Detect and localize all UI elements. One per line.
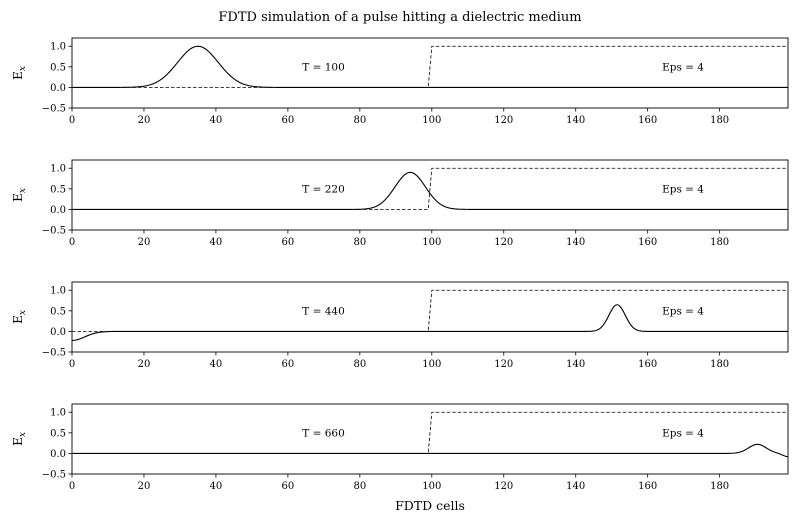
y-tick-label: −0.5 [42,470,66,481]
axes-frame [71,37,789,109]
x-tick-label: 120 [494,481,513,492]
x-tick-label: 0 [69,237,75,248]
dielectric-boundary-line [72,289,788,332]
x-tick-label: 180 [710,237,729,248]
dielectric-boundary-line [72,411,788,454]
permittivity-annotation: Eps = 4 [662,61,704,73]
permittivity-annotation: Eps = 4 [662,305,704,317]
axes-frame [71,281,789,353]
permittivity-annotation: Eps = 4 [662,427,704,439]
time-step-annotation: T = 660 [302,427,345,439]
x-tick-label: 140 [566,237,585,248]
y-tick-label: −0.5 [42,226,66,237]
y-tick-label: 0.5 [50,428,66,439]
y-axis-label: Ex [11,66,28,80]
field-ex-line [72,45,788,88]
y-tick-label: −0.5 [42,348,66,359]
x-tick-label: 20 [138,237,151,248]
subplot-4: 0 20 40 60 80 100 120 140 160 180 −0.5 0.0 0.5 1.0 T =… [11,403,789,492]
time-step-annotation: T = 100 [302,61,345,73]
x-tick-label: 160 [638,359,657,370]
y-tick-label: 0.5 [50,184,66,195]
x-tick-label: 140 [566,359,585,370]
field-ex-line [72,443,788,458]
x-tick-label: 20 [138,115,151,126]
x-tick-label: 180 [710,481,729,492]
x-tick-label: 40 [210,359,223,370]
dielectric-boundary-line [72,167,788,210]
subplot-2: 0 20 40 60 80 100 120 140 160 180 −0.5 0.0 0.5 1.0 T =… [11,159,789,248]
axes-frame [71,403,789,475]
subplot-1: 0 20 40 60 80 100 120 140 160 180 −0.5 0.0 0.5 1.0 T =… [11,37,789,126]
y-tick-label: 0.0 [50,205,66,216]
permittivity-annotation: Eps = 4 [662,183,704,195]
x-tick-label: 40 [210,115,223,126]
x-tick-label: 160 [638,115,657,126]
y-tick-label: 0.5 [50,306,66,317]
x-tick-label: 20 [138,481,151,492]
field-ex-line [72,304,788,342]
x-tick-label: 60 [282,481,295,492]
y-tick-label: 0.0 [50,327,66,338]
x-tick-label: 120 [494,115,513,126]
y-tick-label: −0.5 [42,104,66,115]
x-tick-label: 120 [494,237,513,248]
x-tick-label: 100 [422,115,441,126]
x-tick-label: 160 [638,237,657,248]
x-tick-label: 80 [353,237,366,248]
field-ex-line [72,171,788,210]
x-tick-label: 60 [282,359,295,370]
subplot-3: 0 20 40 60 80 100 120 140 160 180 −0.5 0.0 0.5 1.0 T =… [11,281,789,370]
y-tick-label: 1.0 [50,408,66,419]
x-tick-label: 60 [282,115,295,126]
x-tick-label: 140 [566,481,585,492]
y-tick-label: 0.5 [50,62,66,73]
x-tick-label: 180 [710,359,729,370]
y-tick-label: 1.0 [50,164,66,175]
x-tick-label: 60 [282,237,295,248]
axes-frame [71,159,789,231]
y-tick-label: 1.0 [50,286,66,297]
y-tick-label: 0.0 [50,83,66,94]
x-tick-label: 120 [494,359,513,370]
x-tick-label: 40 [210,481,223,492]
x-tick-label: 20 [138,359,151,370]
subplots: 0 20 40 60 80 100 120 140 160 180 −0.5 0.0 0.5 1.0 T =… [11,37,789,492]
x-tick-label: 100 [422,359,441,370]
x-tick-label: 160 [638,481,657,492]
x-tick-label: 140 [566,115,585,126]
figure-title: FDTD simulation of a pulse hitting a die… [218,10,581,25]
y-axis-label: Ex [11,432,28,446]
x-tick-label: 100 [422,237,441,248]
x-tick-label: 0 [69,359,75,370]
dielectric-boundary-line [72,45,788,88]
x-tick-label: 180 [710,115,729,126]
x-tick-label: 40 [210,237,223,248]
y-axis-label: Ex [11,188,28,202]
x-tick-label: 80 [353,481,366,492]
y-tick-label: 0.0 [50,449,66,460]
x-tick-label: 0 [69,115,75,126]
x-tick-label: 80 [353,115,366,126]
time-step-annotation: T = 440 [302,305,345,317]
time-step-annotation: T = 220 [302,183,345,195]
x-tick-label: 100 [422,481,441,492]
y-tick-label: 1.0 [50,42,66,53]
x-tick-label: 0 [69,481,75,492]
y-axis-label: Ex [11,310,28,324]
x-tick-label: 80 [353,359,366,370]
x-axis-label: FDTD cells [395,498,465,513]
